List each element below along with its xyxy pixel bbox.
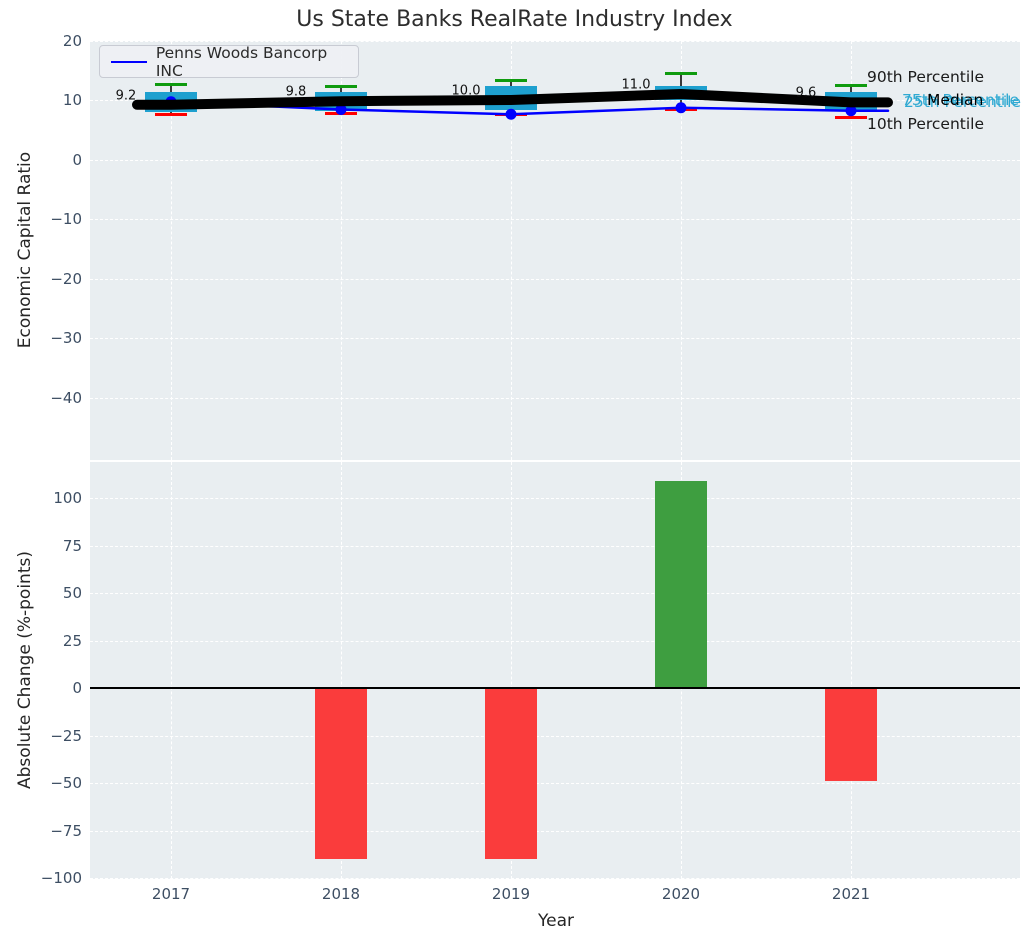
y-tick-label: 25 [62, 631, 82, 650]
gridline [681, 41, 682, 460]
y-tick-label: 10 [62, 91, 82, 109]
median-value-label: 9.8 [285, 84, 307, 100]
gridline [90, 640, 1020, 642]
annotation-75th-percentile: 75th Percentile [902, 91, 1020, 109]
gridline [90, 278, 1020, 280]
y-tick-label: −75 [50, 821, 82, 840]
x-tick-label: 2019 [491, 885, 531, 903]
chart-title: Us State Banks RealRate Industry Index [296, 7, 733, 32]
annotation-median: Median [927, 91, 984, 109]
x-tick-label: 2018 [321, 885, 361, 903]
y-tick-label: −10 [50, 210, 82, 228]
gridline [511, 41, 512, 460]
y-tick-label: 100 [53, 489, 82, 507]
y-tick-label: 50 [62, 584, 82, 602]
line-overlay [132, 89, 893, 120]
x-tick-label: 2021 [831, 885, 871, 903]
whisker-cap-90th [835, 84, 867, 88]
y-tick-label: −25 [50, 726, 82, 745]
gridline [90, 830, 1020, 832]
y-tick-label: −30 [50, 329, 82, 347]
gridline [851, 41, 852, 460]
company-point [505, 108, 517, 120]
y-tick-label: −40 [50, 388, 82, 407]
gridline [90, 783, 1020, 784]
y-tick-label: 20 [62, 31, 82, 50]
gridline [90, 878, 1020, 879]
gridline [90, 593, 1020, 594]
gridline [90, 735, 1020, 737]
legend: Penns Woods Bancorp INC [99, 43, 359, 80]
bar-negative [315, 688, 367, 859]
y-tick-label: 0 [72, 150, 82, 169]
top-axes: 9.2 9.8 10.0 11.0 9.6 [90, 40, 1020, 460]
x-tick-label: 2020 [661, 885, 701, 903]
zero-line [90, 687, 1020, 689]
gridline [90, 219, 1020, 220]
legend-label: Penns Woods Bancorp INC [155, 43, 328, 80]
gridline [851, 462, 852, 879]
bar-negative [825, 688, 877, 782]
gridline [171, 462, 172, 879]
y-tick-label: −20 [50, 269, 82, 288]
company-point [845, 105, 857, 117]
whisker-cap-10th [155, 112, 187, 116]
median-value-label: 10.0 [451, 83, 481, 99]
y-tick-label: −50 [50, 774, 82, 792]
y-tick-label: 0 [72, 679, 82, 697]
median-line [132, 89, 893, 110]
gridline [90, 159, 1020, 161]
y-tick-label: −100 [40, 869, 82, 887]
gridline [90, 338, 1020, 339]
median-value-label: 9.6 [795, 85, 817, 101]
gridline [90, 40, 1020, 42]
gridline [90, 397, 1020, 399]
gridline [341, 41, 342, 460]
gridline [341, 462, 342, 879]
legend-line-sample [111, 60, 147, 63]
bar-positive [655, 480, 707, 688]
annotation-10th-percentile: 10th Percentile [867, 115, 985, 133]
median-value-label: 11.0 [621, 77, 651, 93]
whisker-cap-90th [325, 84, 357, 88]
gridline [171, 41, 172, 460]
annotation-90th-percentile: 90th Percentile [867, 68, 985, 86]
gridline [90, 498, 1020, 499]
company-point [335, 104, 347, 116]
gridline [511, 462, 512, 879]
whisker-cap-90th [665, 72, 697, 76]
company-point [675, 102, 687, 114]
whisker-cap-10th [835, 115, 867, 119]
whisker-cap-90th [495, 78, 527, 82]
x-tick-label: 2017 [151, 885, 191, 903]
median-value-label: 9.2 [115, 88, 137, 104]
bar-negative [485, 688, 537, 859]
gridline [90, 545, 1020, 547]
whisker-cap-90th [155, 83, 187, 87]
y-tick-label: 75 [62, 536, 82, 555]
x-axis-label: Year [538, 911, 574, 931]
top-y-axis-label: Economic Capital Ratio [15, 151, 35, 349]
annotation-25th-percentile: 25th Percentile [904, 93, 1022, 111]
bottom-axes [90, 462, 1020, 879]
